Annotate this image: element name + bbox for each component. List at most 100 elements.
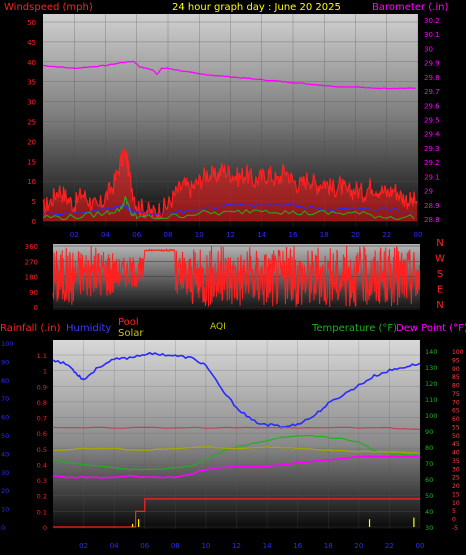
- dewpoint-tick-label: 90: [452, 366, 460, 373]
- wind-series-line: [42, 196, 415, 221]
- dewpoint-tick-label: 80: [452, 383, 460, 390]
- dewpoint-tick-label: 40: [452, 450, 460, 457]
- temperature-tick-label: 120: [425, 380, 437, 388]
- dewpoint-tick-label: 50: [452, 433, 460, 440]
- dewpoint-tick-label: -5: [452, 525, 458, 532]
- wind-x-tick-label: 08: [164, 231, 173, 239]
- temperature-series-line: [52, 434, 421, 471]
- gust-series-line: [42, 147, 418, 220]
- wind-x-tick-label: 18: [320, 231, 329, 239]
- direction-tick-label: 90: [29, 289, 38, 297]
- temperature-tick-label: 110: [425, 396, 437, 404]
- dewpoint-tick-label: 10: [452, 500, 460, 507]
- temperature-tick-label: 130: [425, 364, 437, 372]
- humidity-tick-label: 100: [1, 340, 13, 348]
- rainfall-label: Rainfall (.in): [0, 323, 61, 334]
- baro-tick-label: 29.3: [424, 145, 440, 153]
- humidity-tick-label: 50: [1, 432, 9, 440]
- wind-tick-label: 30: [27, 99, 36, 107]
- rain-temp-x-tick-label: 02: [79, 542, 88, 550]
- wind-x-tick-label: 20: [351, 231, 360, 239]
- chart-title: 24 hour graph day : June 20 2025: [172, 2, 341, 13]
- baro-tick-label: 29.2: [424, 159, 440, 167]
- wind-x-tick-label: 16: [289, 231, 298, 239]
- wind-x-tick-label: 00: [414, 231, 423, 239]
- humidity-tick-label: 90: [1, 358, 9, 366]
- wind-x-tick-label: 22: [382, 231, 391, 239]
- dewpoint-tick-label: 70: [452, 399, 460, 406]
- baro-tick-label: 29.8: [424, 74, 440, 82]
- rain-tick-label: 0.5: [37, 446, 47, 454]
- compass-label: N: [436, 238, 443, 249]
- temperature-tick-label: 60: [425, 476, 433, 484]
- dewpoint-tick-label: 5: [452, 508, 456, 515]
- humidity-tick-label: 60: [1, 414, 9, 422]
- wind-x-tick-label: 14: [257, 231, 266, 239]
- rain-temp-x-tick-label: 08: [171, 542, 180, 550]
- humidity-series-line: [52, 351, 421, 429]
- wind-x-tick-label: 02: [70, 231, 79, 239]
- wind-tick-label: 50: [27, 19, 36, 27]
- direction-tick-label: 180: [25, 274, 38, 282]
- wind-x-tick-label: 12: [226, 231, 235, 239]
- rain-temp-plot-area: [53, 340, 420, 529]
- rain-temp-grid: [53, 340, 421, 529]
- barometer-series-line: [42, 60, 416, 90]
- humidity-tick-label: 0: [1, 524, 5, 532]
- wind-tick-label: 5: [32, 198, 36, 206]
- rain-tick-label: 0.9: [37, 383, 47, 391]
- dewpoint-tick-label: 20: [452, 483, 460, 490]
- direction-axis: 0 90 180 270 360: [25, 243, 38, 312]
- temperature-tick-label: 140: [425, 348, 437, 356]
- rain-temp-x-tick-label: 06: [140, 542, 149, 550]
- compass-label: S: [437, 269, 443, 280]
- baro-axis: 28.8 28.9 29 29.1 29.2 29.3 29.4 29.5 29.6 29.7 29…: [424, 17, 440, 224]
- baro-tick-label: 29.5: [424, 117, 440, 125]
- wind-baro-series: [42, 60, 418, 221]
- rain-tick-label: 0.6: [37, 430, 47, 438]
- wind-x-axis: 02 04 06 08 10 12 14 16 18 20 22 00: [70, 231, 423, 239]
- windspeed-label: Windspeed (mph): [4, 2, 93, 13]
- humidity-tick-label: 40: [1, 450, 9, 458]
- wind-tick-label: 40: [27, 59, 36, 67]
- rain-tick-label: 0: [43, 524, 47, 532]
- direction-tick-label: 0: [34, 304, 38, 312]
- solar-label: Solar: [118, 328, 144, 339]
- compass-label: N: [436, 300, 443, 311]
- baro-tick-label: 30: [424, 45, 433, 53]
- average-series-line: [42, 202, 415, 216]
- rain-temp-x-tick-label: 22: [385, 542, 394, 550]
- temperature-tick-label: 30: [425, 524, 433, 532]
- rain-tick-label: 1.1: [37, 352, 47, 360]
- wind-x-tick-label: 10: [195, 231, 204, 239]
- dewpoint-tick-label: 65: [452, 408, 460, 415]
- temperature-tick-label: 50: [425, 492, 433, 500]
- rain-temp-x-tick-label: 04: [110, 542, 119, 550]
- dewpoint-tick-label: 0: [452, 517, 456, 524]
- rain-temp-axes: 010203040506070809010000.10.20.30.40.50.…: [1, 340, 464, 532]
- rain-tick-label: 0.3: [37, 477, 47, 485]
- humidity-tick-label: 20: [1, 487, 9, 495]
- direction-series-line: [52, 245, 420, 308]
- baro-tick-label: 30.1: [424, 31, 440, 39]
- rain-tick-label: 0.7: [37, 415, 47, 423]
- rain-tick-label: 1: [43, 368, 47, 376]
- temperature-tick-label: 90: [425, 428, 433, 436]
- wind-tick-label: 20: [27, 138, 36, 146]
- rain-temp-x-tick-label: 10: [201, 542, 210, 550]
- wind-tick-label: 0: [32, 218, 36, 226]
- temperature-tick-label: 40: [425, 508, 433, 516]
- baro-tick-label: 29.6: [424, 102, 440, 110]
- dewpoint-label: Dew Point (°F): [396, 323, 466, 334]
- baro-tick-label: 29.1: [424, 173, 440, 181]
- dewpoint-tick-label: 30: [452, 466, 460, 473]
- temperature-label: Temperature (°F): [311, 323, 397, 334]
- direction-series: [52, 245, 420, 308]
- dewpoint-tick-label: 55: [452, 424, 460, 431]
- dewpoint-tick-label: 95: [452, 357, 460, 364]
- dewpoint-tick-label: 35: [452, 458, 460, 465]
- rain-temp-x-axis: 02 04 06 08 10 12 14 16 18 20 22 00: [79, 542, 424, 550]
- baro-tick-label: 29: [424, 188, 433, 196]
- baro-tick-label: 28.9: [424, 202, 440, 210]
